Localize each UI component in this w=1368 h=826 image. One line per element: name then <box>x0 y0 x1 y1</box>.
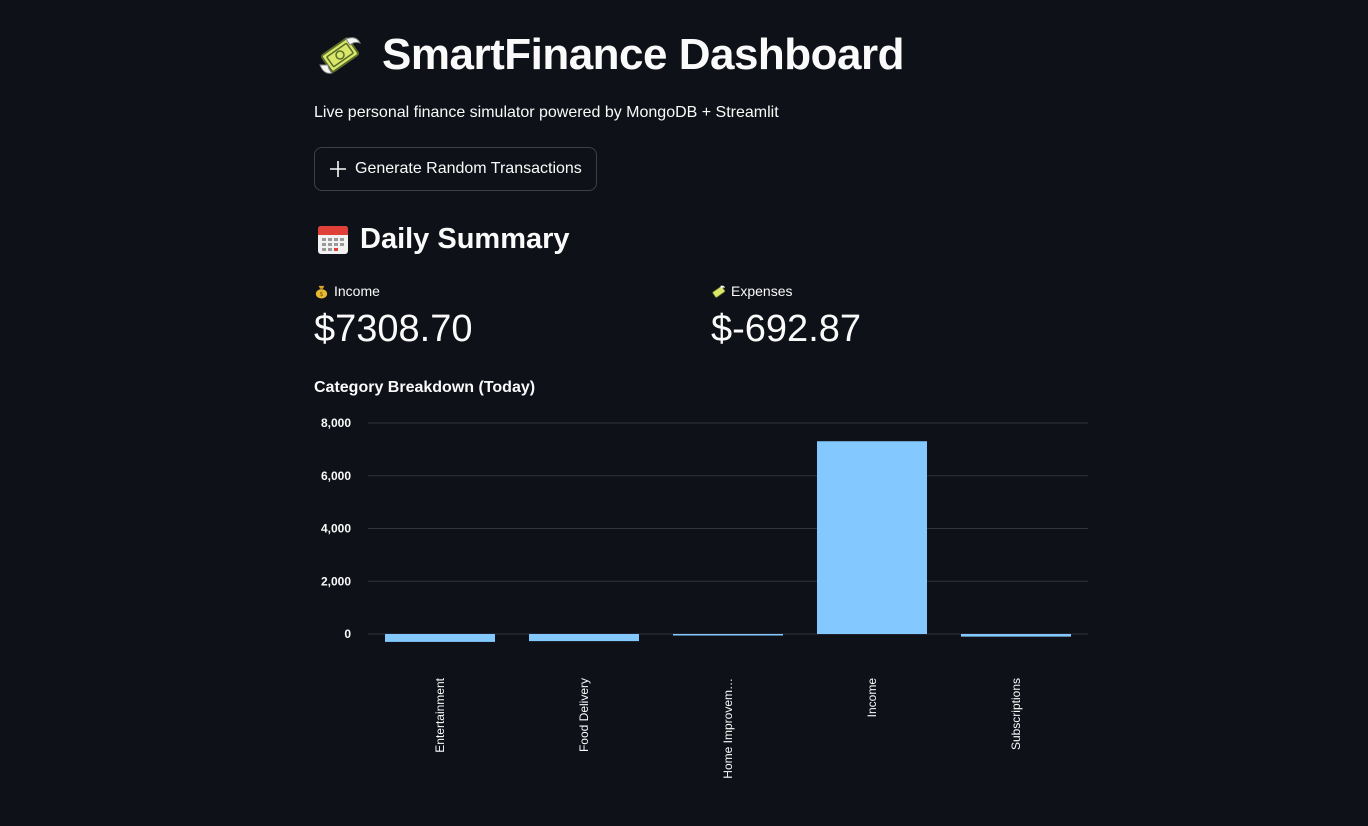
svg-text:$: $ <box>319 290 323 298</box>
expenses-value: $-692.87 <box>711 308 862 350</box>
income-value: $7308.70 <box>314 308 473 350</box>
x-category-label: Food Delivery <box>577 678 591 752</box>
expenses-metric: Expenses $-692.87 <box>711 282 861 351</box>
chart-title: Category Breakdown (Today) <box>314 379 536 396</box>
y-tick-label: 0 <box>344 627 351 641</box>
calendar-icon <box>318 226 348 254</box>
x-category-label: Income <box>865 678 879 718</box>
x-category-label: Home Improvem… <box>721 678 735 779</box>
y-tick-label: 6,000 <box>321 469 351 483</box>
generate-transactions-button[interactable]: Generate Random Transactions <box>314 147 597 191</box>
chart-y-axis: 0 2,000 4,000 6,000 8,000 <box>321 416 351 641</box>
title-row: SmartFinance Dashboard <box>316 30 905 80</box>
chart-gridlines <box>368 422 1088 635</box>
money-with-wings-icon <box>319 37 361 74</box>
chart-bar[interactable] <box>961 634 1071 637</box>
daily-summary-header: Daily Summary <box>316 222 570 256</box>
x-category-label: Subscriptions <box>1009 678 1023 750</box>
income-label-row: $ Income <box>314 282 473 300</box>
chart-bars <box>385 441 1071 642</box>
money-bag-icon: $ <box>315 285 328 299</box>
chart-bar[interactable] <box>385 634 495 642</box>
chart-bar[interactable] <box>529 634 639 642</box>
generate-transactions-label: Generate Random Transactions <box>355 160 582 177</box>
expenses-label-row: Expenses <box>711 282 861 300</box>
expenses-label: Expenses <box>731 283 793 299</box>
y-tick-label: 4,000 <box>321 522 351 536</box>
x-category-label: Entertainment <box>433 677 447 752</box>
page-subtitle: Live personal finance simulator powered … <box>314 104 779 121</box>
plus-icon <box>330 161 346 177</box>
income-metric: $ Income $7308.70 <box>314 282 473 351</box>
income-label: Income <box>334 283 380 299</box>
money-with-wings-icon <box>712 285 726 298</box>
chart-x-axis: Entertainment Food Delivery Home Improvem…… <box>433 677 1023 778</box>
y-tick-label: 2,000 <box>321 574 351 588</box>
section-title: Daily Summary <box>360 222 570 255</box>
y-tick-label: 8,000 <box>321 416 351 430</box>
chart-bar[interactable] <box>673 634 783 636</box>
chart-bar[interactable] <box>817 441 927 634</box>
page-title: SmartFinance Dashboard <box>382 30 905 79</box>
category-breakdown-chart: 0 2,000 4,000 6,000 8,000 Entertainment Food … <box>321 416 1088 779</box>
